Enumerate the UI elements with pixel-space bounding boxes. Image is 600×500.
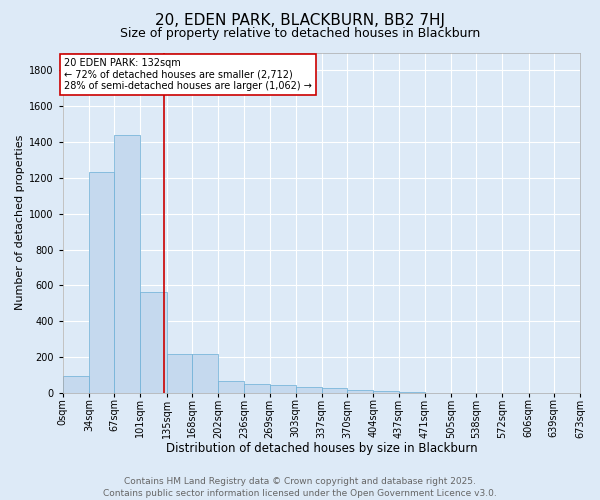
Text: 20 EDEN PARK: 132sqm
← 72% of detached houses are smaller (2,712)
28% of semi-de: 20 EDEN PARK: 132sqm ← 72% of detached h… (64, 58, 312, 91)
Bar (398, 392, 425, 393)
Bar (89, 172, 115, 393)
Bar (63, 376, 89, 393)
Bar (347, 390, 373, 393)
Bar (373, 391, 398, 393)
Bar (244, 384, 269, 393)
Bar (167, 354, 192, 393)
Bar (322, 388, 347, 393)
Text: Contains HM Land Registry data © Crown copyright and database right 2025.
Contai: Contains HM Land Registry data © Crown c… (103, 476, 497, 498)
X-axis label: Distribution of detached houses by size in Blackburn: Distribution of detached houses by size … (166, 442, 477, 455)
Bar (115, 135, 140, 393)
Bar (192, 354, 218, 393)
Y-axis label: Number of detached properties: Number of detached properties (15, 135, 25, 310)
Bar (218, 381, 244, 393)
Bar (140, 292, 167, 393)
Bar (296, 388, 322, 393)
Text: Size of property relative to detached houses in Blackburn: Size of property relative to detached ho… (120, 28, 480, 40)
Bar (269, 384, 296, 393)
Text: 20, EDEN PARK, BLACKBURN, BB2 7HJ: 20, EDEN PARK, BLACKBURN, BB2 7HJ (155, 12, 445, 28)
